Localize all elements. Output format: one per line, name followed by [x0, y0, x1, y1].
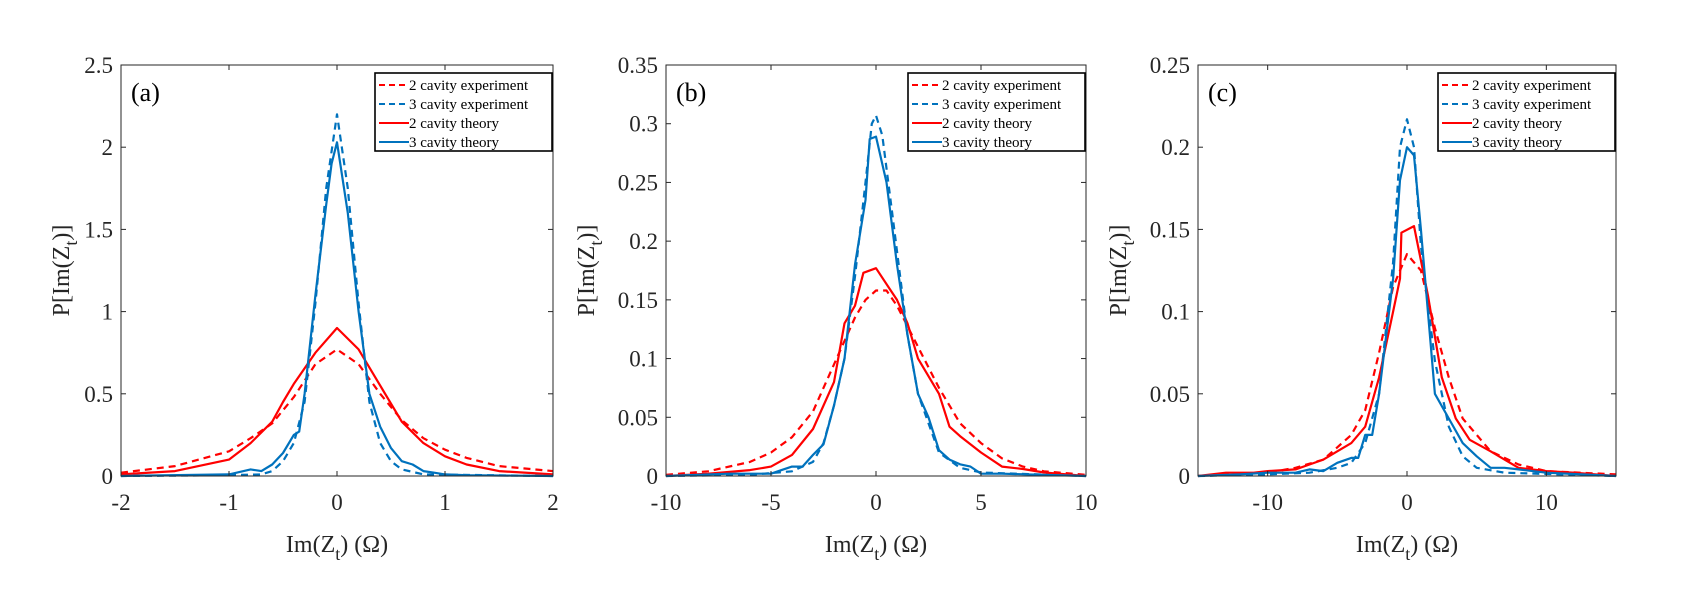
series-line-3-cavity-theory: [1197, 146, 1617, 478]
y-tick-label: 0.2: [1161, 135, 1190, 160]
y-tick-label: 0.25: [1150, 53, 1190, 78]
series-line-2-cavity-experiment: [665, 289, 1087, 476]
y-tick-label: 0.15: [1150, 217, 1190, 242]
panel-label: (b): [676, 78, 706, 107]
legend-entry: 2 cavity theory: [1472, 116, 1562, 132]
y-tick-label: 0.2: [629, 229, 658, 254]
panel-label: (a): [131, 78, 160, 107]
y-tick-label: 0.1: [629, 347, 658, 372]
legend-entry: 2 cavity theory: [942, 116, 1032, 132]
x-tick-label: -5: [761, 490, 780, 515]
x-tick-label: 0: [331, 490, 343, 515]
x-tick-label: 0: [1401, 490, 1413, 515]
x-axis-label: Im(Zt) (Ω): [1356, 532, 1458, 564]
y-tick-label: 2.5: [84, 53, 113, 78]
x-tick-label: 2: [547, 490, 559, 515]
y-axis-label: P[Im(Zt)]: [1106, 225, 1138, 317]
x-tick-label: -1: [219, 490, 238, 515]
x-axis-label: Im(Zt) (Ω): [286, 532, 388, 564]
series-line-3-cavity-experiment: [120, 113, 554, 478]
legend-entry: 3 cavity experiment: [1472, 97, 1592, 113]
y-tick-label: 0: [102, 464, 114, 489]
series-line-2-cavity-theory: [665, 267, 1087, 478]
y-tick-label: 0.05: [618, 405, 658, 430]
legend-entry: 2 cavity experiment: [942, 78, 1062, 94]
legend: 2 cavity experiment 3 cavity experiment 2 …: [907, 72, 1086, 152]
panel-c: -10 0 10 0 0.05 0.1 0.15 0.2 0.25 Im(Zt) (Ω) P[Im(…: [1106, 53, 1617, 564]
y-tick-label: 0: [647, 464, 659, 489]
y-tick-label: 2: [102, 135, 114, 160]
y-tick-label: 0.35: [618, 53, 658, 78]
y-tick-label: 0.3: [629, 112, 658, 137]
x-tick-label: 5: [975, 490, 987, 515]
series-line-3-cavity-theory: [120, 141, 554, 478]
x-axis-label: Im(Zt) (Ω): [825, 532, 927, 564]
y-tick-label: 0.1: [1161, 300, 1190, 325]
y-axis-label: P[Im(Zt)]: [49, 225, 81, 317]
y-tick-label: 1.5: [84, 217, 113, 242]
x-tick-label: -10: [1252, 490, 1283, 515]
legend-entry: 2 cavity experiment: [1472, 78, 1592, 94]
series-line-3-cavity-experiment: [1197, 118, 1617, 478]
x-tick-label: -2: [111, 490, 130, 515]
panel-b: -10 -5 0 5 10 0 0.05 0.1 0.15 0.2 0.25 0.3 0.35 Im(Zt…: [574, 53, 1098, 564]
legend-entry: 3 cavity theory: [409, 135, 499, 151]
x-tick-label: 10: [1075, 490, 1098, 515]
legend: 2 cavity experiment 3 cavity experiment 2 …: [374, 72, 553, 152]
series-line-2-cavity-theory: [1197, 225, 1617, 478]
legend-entry: 2 cavity experiment: [409, 78, 529, 94]
y-tick-label: 0.25: [618, 170, 658, 195]
legend-entry: 3 cavity theory: [1472, 135, 1562, 151]
x-tick-label: -10: [651, 490, 682, 515]
series-line-3-cavity-theory: [665, 135, 1087, 478]
legend: 2 cavity experiment 3 cavity experiment 2 …: [1437, 72, 1616, 152]
x-tick-label: 0: [870, 490, 882, 515]
y-tick-label: 0.5: [84, 382, 113, 407]
x-tick-label: 10: [1535, 490, 1558, 515]
y-axis-label: P[Im(Zt)]: [574, 225, 606, 317]
legend-entry: 3 cavity experiment: [942, 97, 1062, 113]
y-tick-label: 0: [1179, 464, 1191, 489]
legend-entry: 3 cavity experiment: [409, 97, 529, 113]
panel-label: (c): [1208, 78, 1237, 107]
y-tick-label: 0.05: [1150, 382, 1190, 407]
legend-entry: 2 cavity theory: [409, 116, 499, 132]
x-tick-label: 1: [439, 490, 451, 515]
series-line-2-cavity-experiment: [120, 348, 554, 474]
y-tick-label: 0.15: [618, 288, 658, 313]
panel-a: -2 -1 0 1 2 0 0.5 1 1.5 2 2.5 Im(Zt) (Ω) P[Im(Zt)] (a…: [49, 53, 559, 564]
y-tick-label: 1: [102, 300, 114, 325]
series-line-2-cavity-theory: [120, 326, 554, 476]
legend-entry: 3 cavity theory: [942, 135, 1032, 151]
